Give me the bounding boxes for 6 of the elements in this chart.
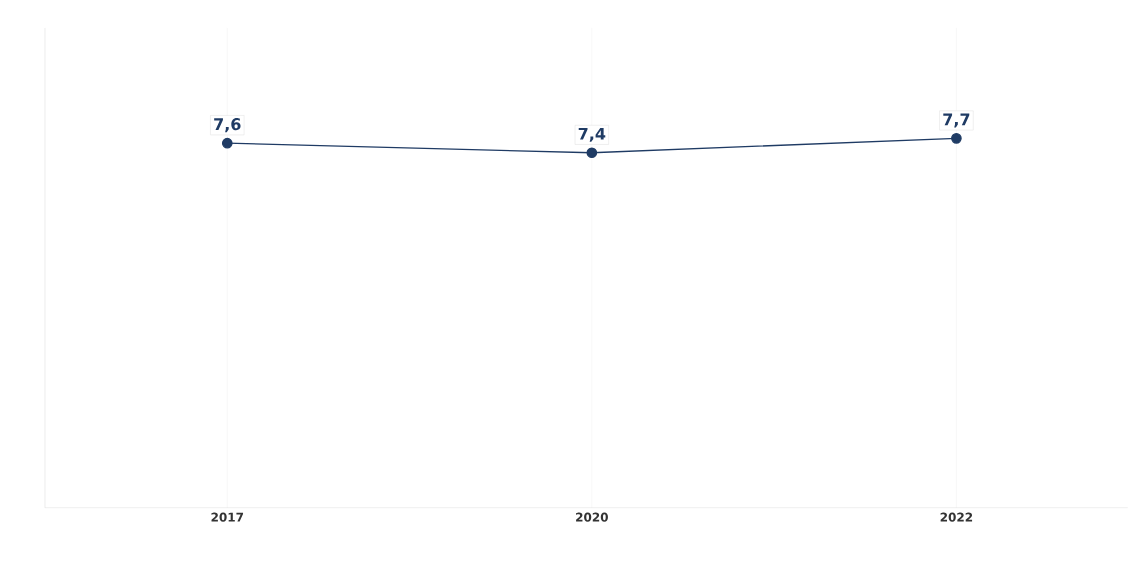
x-tick-label: 2020 [576, 512, 608, 522]
data-label: 7,6 [214, 118, 241, 133]
x-tick-label: 2017 [211, 512, 244, 522]
data-label: 7,4 [578, 127, 606, 142]
data-label: 7,7 [943, 113, 970, 128]
x-tick-label: 2022 [940, 512, 973, 522]
